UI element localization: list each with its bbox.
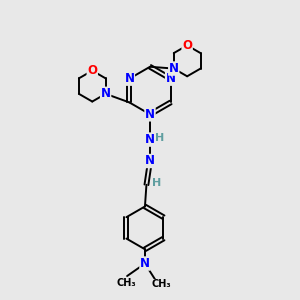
Text: N: N: [100, 87, 111, 100]
Text: N: N: [169, 62, 179, 75]
Text: H: H: [152, 178, 161, 188]
Text: N: N: [145, 108, 155, 121]
Text: N: N: [124, 72, 134, 85]
Text: O: O: [87, 64, 97, 77]
Text: CH₃: CH₃: [117, 278, 136, 289]
Text: H: H: [155, 133, 164, 143]
Text: O: O: [182, 39, 192, 52]
Text: N: N: [166, 72, 176, 85]
Text: N: N: [140, 257, 150, 270]
Text: CH₃: CH₃: [152, 279, 171, 289]
Text: N: N: [145, 133, 155, 146]
Text: N: N: [145, 154, 155, 167]
